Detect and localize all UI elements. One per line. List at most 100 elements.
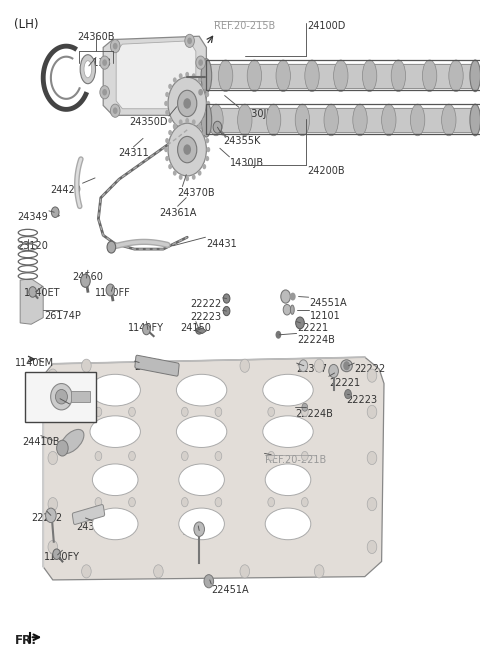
Text: 22224B: 22224B xyxy=(298,335,336,345)
Text: 22221: 22221 xyxy=(329,378,360,387)
Text: 23120: 23120 xyxy=(17,241,48,250)
Circle shape xyxy=(185,34,194,47)
Bar xyxy=(25,372,96,422)
Ellipse shape xyxy=(177,416,227,447)
Circle shape xyxy=(215,407,222,416)
Circle shape xyxy=(82,565,91,578)
Circle shape xyxy=(203,164,206,169)
Text: 22223: 22223 xyxy=(191,312,222,322)
Circle shape xyxy=(113,107,118,114)
Polygon shape xyxy=(116,41,196,109)
Circle shape xyxy=(183,144,191,155)
Ellipse shape xyxy=(263,416,313,447)
Circle shape xyxy=(343,361,350,370)
Text: 1140FY: 1140FY xyxy=(129,323,164,333)
Circle shape xyxy=(106,284,115,296)
Bar xyxy=(206,60,480,90)
FancyBboxPatch shape xyxy=(135,355,179,376)
Ellipse shape xyxy=(265,464,311,496)
Circle shape xyxy=(57,440,68,456)
Circle shape xyxy=(164,147,168,152)
Bar xyxy=(71,391,90,402)
Circle shape xyxy=(223,306,230,316)
Ellipse shape xyxy=(80,55,96,84)
Circle shape xyxy=(165,110,169,115)
Circle shape xyxy=(198,171,202,176)
Text: 22224B: 22224B xyxy=(295,409,333,418)
Circle shape xyxy=(168,123,206,176)
Text: 24360B: 24360B xyxy=(77,32,115,42)
Polygon shape xyxy=(43,357,384,580)
Circle shape xyxy=(165,138,169,143)
Circle shape xyxy=(100,86,109,99)
Circle shape xyxy=(48,369,58,382)
Circle shape xyxy=(173,123,177,129)
Text: 24350D: 24350D xyxy=(130,117,168,127)
Circle shape xyxy=(154,565,163,578)
Polygon shape xyxy=(103,36,206,115)
Circle shape xyxy=(223,294,230,303)
Ellipse shape xyxy=(324,104,338,136)
Ellipse shape xyxy=(201,103,212,137)
Circle shape xyxy=(46,508,56,523)
Text: 1140ET: 1140ET xyxy=(24,288,60,298)
Circle shape xyxy=(205,110,209,115)
Circle shape xyxy=(168,118,172,123)
Ellipse shape xyxy=(92,508,138,540)
Circle shape xyxy=(173,77,177,82)
Text: 24431: 24431 xyxy=(206,239,237,248)
Circle shape xyxy=(301,407,308,416)
Circle shape xyxy=(198,125,202,130)
Ellipse shape xyxy=(362,60,377,92)
Text: 24138: 24138 xyxy=(81,58,111,68)
Text: 24370B: 24370B xyxy=(178,188,215,198)
Circle shape xyxy=(110,40,120,53)
Circle shape xyxy=(185,118,189,123)
Ellipse shape xyxy=(422,60,437,92)
FancyBboxPatch shape xyxy=(72,505,105,525)
Circle shape xyxy=(367,369,377,382)
Circle shape xyxy=(168,77,206,130)
Ellipse shape xyxy=(265,508,311,540)
Circle shape xyxy=(367,405,377,418)
Ellipse shape xyxy=(470,104,480,136)
Circle shape xyxy=(198,123,202,129)
Circle shape xyxy=(206,147,210,152)
Circle shape xyxy=(82,359,91,372)
Text: 24150: 24150 xyxy=(180,323,211,333)
Ellipse shape xyxy=(263,374,313,406)
Circle shape xyxy=(110,104,120,117)
Polygon shape xyxy=(196,328,206,333)
Circle shape xyxy=(165,92,169,97)
Circle shape xyxy=(203,130,206,135)
Circle shape xyxy=(296,317,304,329)
Text: 22221: 22221 xyxy=(298,323,329,333)
Circle shape xyxy=(173,125,177,130)
Circle shape xyxy=(281,290,290,303)
Circle shape xyxy=(314,565,324,578)
Circle shape xyxy=(299,360,308,372)
Circle shape xyxy=(51,207,59,217)
Ellipse shape xyxy=(266,104,281,136)
Circle shape xyxy=(367,540,377,554)
Text: 24100D: 24100D xyxy=(307,21,346,31)
Circle shape xyxy=(213,121,222,133)
Text: 22451A: 22451A xyxy=(211,585,249,595)
Circle shape xyxy=(181,407,188,416)
Circle shape xyxy=(168,84,172,89)
Text: 21377: 21377 xyxy=(297,364,328,374)
Ellipse shape xyxy=(90,416,140,447)
Bar xyxy=(206,104,480,134)
Circle shape xyxy=(113,43,118,49)
Text: 24200B: 24200B xyxy=(307,166,345,176)
Text: 1140EM: 1140EM xyxy=(15,358,55,368)
Circle shape xyxy=(192,119,196,125)
Text: 24420: 24420 xyxy=(51,185,82,194)
Text: 24551A: 24551A xyxy=(310,298,347,308)
Text: 12101: 12101 xyxy=(310,311,340,321)
Circle shape xyxy=(179,119,182,125)
Text: 24311: 24311 xyxy=(118,148,149,158)
Circle shape xyxy=(205,156,209,161)
Circle shape xyxy=(173,171,177,176)
Ellipse shape xyxy=(55,389,67,404)
